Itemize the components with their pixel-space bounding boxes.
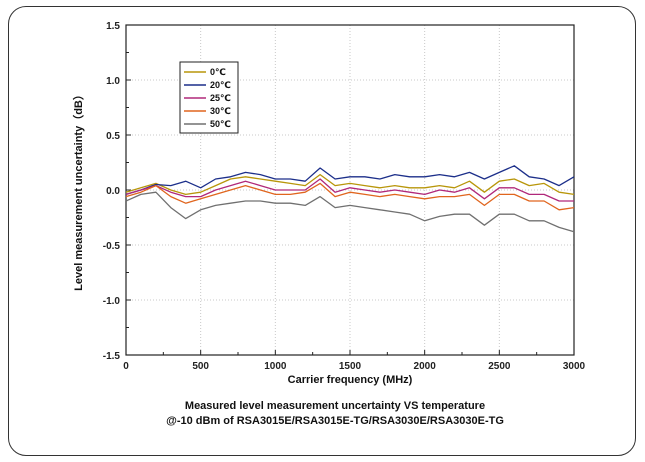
x-tick-label: 1500: [339, 361, 362, 372]
legend-label-3: 30℃: [210, 106, 231, 116]
series-line-3: [125, 182, 575, 211]
figure-frame: [8, 6, 636, 456]
x-tick-label: 2500: [488, 361, 511, 372]
legend-label-2: 25℃: [210, 93, 231, 103]
y-tick-label: 1.0: [106, 76, 120, 87]
series-line-1: [125, 165, 575, 196]
y-tick-label: 0.5: [106, 131, 120, 142]
x-axis-label: Carrier frequency (MHz): [288, 374, 413, 386]
y-tick-label: 0.0: [106, 186, 120, 197]
x-tick-label: 1000: [264, 361, 287, 372]
axis-ticks: 0 500 1000 1500 2000 2500 3000 1.5 1.0 0.5 0.0 -0.5…: [103, 21, 586, 372]
caption-line-1: Measured level measurement uncertainty V…: [185, 400, 485, 412]
series-lines: [125, 165, 575, 233]
x-tick-label: 0: [123, 361, 129, 372]
legend-label-1: 20℃: [210, 80, 231, 90]
y-tick-label: 1.5: [106, 21, 120, 32]
legend-label-4: 50℃: [210, 119, 231, 129]
y-axis-label: Level measurement uncertainty（dB）: [72, 89, 85, 291]
legend: 0℃ 20℃ 25℃ 30℃ 50℃: [179, 61, 239, 134]
legend-label-0: 0℃: [210, 67, 226, 77]
y-tick-label: -0.5: [103, 241, 121, 252]
y-tick-label: -1.5: [103, 351, 121, 362]
x-tick-label: 2000: [414, 361, 437, 372]
y-tick-label: -1.0: [103, 296, 121, 307]
series-line-0: [125, 173, 575, 196]
caption-line-2: @-10 dBm of RSA3015E/RSA3015E-TG/RSA3030…: [166, 415, 504, 427]
x-tick-label: 3000: [563, 361, 586, 372]
series-line-2: [125, 178, 574, 202]
series-line-4: [125, 191, 575, 233]
x-tick-label: 500: [192, 361, 209, 372]
